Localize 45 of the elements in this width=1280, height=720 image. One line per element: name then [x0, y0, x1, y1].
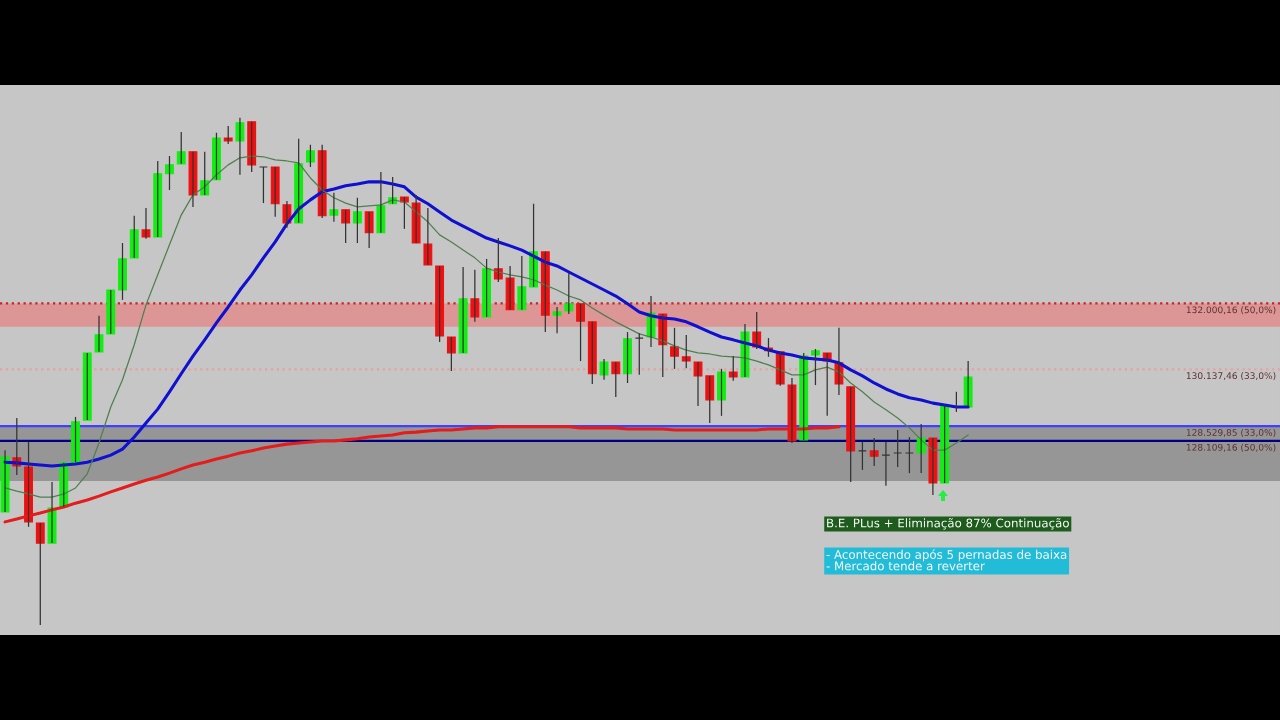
- candlestick: [552, 306, 562, 334]
- candlestick: [176, 131, 186, 165]
- candlestick: [247, 121, 257, 173]
- candlestick: [153, 160, 163, 238]
- candlestick: [811, 348, 820, 386]
- candlestick: [94, 315, 104, 353]
- candlestick: [118, 242, 127, 301]
- candlestick: [705, 375, 715, 424]
- candlestick: [35, 522, 45, 626]
- candlestick: [82, 352, 92, 421]
- candlestick: [482, 258, 492, 318]
- candlestick: [717, 368, 726, 417]
- ref-line-label: 130.137,46 (33,0%): [1186, 372, 1276, 381]
- candlestick: [940, 404, 950, 484]
- candlestick: [670, 327, 679, 370]
- candlestick: [693, 361, 703, 407]
- candlestick: [576, 303, 585, 362]
- annotation: B.E. PLus + Eliminação 87% Continuação: [827, 518, 1069, 530]
- candlestick: [141, 207, 151, 240]
- candlestick: [270, 166, 280, 218]
- candlestick: [341, 209, 351, 244]
- candlestick: [611, 361, 621, 398]
- candlestick: [223, 125, 233, 145]
- candlestick: [846, 386, 856, 483]
- candlestick: [470, 269, 480, 323]
- ref-line-label: 132.000,16 (50,0%): [1186, 306, 1276, 315]
- candlestick: [165, 155, 174, 191]
- candlestick: [517, 255, 527, 311]
- candlestick: [681, 334, 691, 369]
- annotation: - Acontecendo após 5 pernadas de baixa - Mercado tende a reverter: [826, 549, 1067, 571]
- candlestick: [728, 355, 738, 382]
- ref-line-label: 128.529,85 (33,0%): [1186, 428, 1276, 437]
- candlestick: [564, 272, 574, 315]
- candlestick: [129, 215, 139, 259]
- candlestick: [435, 265, 445, 343]
- candlestick: [106, 289, 116, 335]
- ref-line-label: 128.109,16 (50,0%): [1186, 443, 1276, 452]
- candlestick: [623, 331, 632, 384]
- candlestick: [352, 197, 362, 244]
- candlestick: [305, 144, 315, 168]
- candlestick: [399, 196, 409, 230]
- candlestick: [71, 416, 80, 463]
- candlestick: [587, 321, 597, 385]
- candlestick: [869, 437, 879, 467]
- candlestick: [446, 336, 456, 372]
